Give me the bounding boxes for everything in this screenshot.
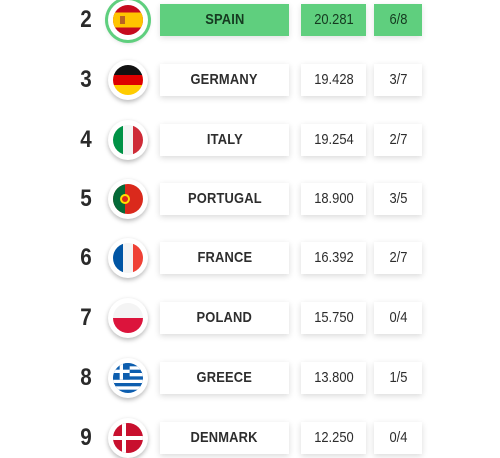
points-value: 18.900 xyxy=(301,183,366,215)
points-value: 16.392 xyxy=(301,242,366,274)
country-name: SPAIN xyxy=(160,4,289,36)
ranking-row-denmark: 9 DENMARK 12.250 0/4 xyxy=(0,418,500,458)
country-name: POLAND xyxy=(160,302,289,334)
ranking-row-portugal: 5 PORTUGAL 18.900 3/5 xyxy=(0,179,500,219)
spain-flag-icon xyxy=(108,0,148,40)
points-value: 20.281 xyxy=(301,4,366,36)
germany-flag-icon xyxy=(108,60,148,100)
ranking-row-spain: 2 SPAIN 20.281 6/8 xyxy=(0,0,500,40)
record-value: 1/5 xyxy=(374,362,422,394)
record-value: 2/7 xyxy=(374,242,422,274)
country-name: FRANCE xyxy=(160,242,289,274)
country-name: GERMANY xyxy=(160,64,289,96)
points-value: 19.428 xyxy=(301,64,366,96)
rank-number: 2 xyxy=(80,6,92,33)
rank-number: 5 xyxy=(80,185,92,212)
france-flag-icon xyxy=(108,238,148,278)
record-value: 0/4 xyxy=(374,302,422,334)
country-name: PORTUGAL xyxy=(160,183,289,215)
greece-flag-icon xyxy=(108,358,148,398)
record-value: 6/8 xyxy=(374,4,422,36)
record-value: 2/7 xyxy=(374,124,422,156)
points-value: 12.250 xyxy=(301,422,366,454)
rank-number: 6 xyxy=(80,244,92,271)
points-value: 13.800 xyxy=(301,362,366,394)
country-name: DENMARK xyxy=(160,422,289,454)
points-value: 19.254 xyxy=(301,124,366,156)
rank-number: 9 xyxy=(80,424,92,451)
rank-number: 8 xyxy=(80,364,92,391)
rank-number: 4 xyxy=(80,126,92,153)
record-value: 3/7 xyxy=(374,64,422,96)
record-value: 0/4 xyxy=(374,422,422,454)
rank-number: 3 xyxy=(80,66,92,93)
country-name: ITALY xyxy=(160,124,289,156)
ranking-row-germany: 3 GERMANY 19.428 3/7 xyxy=(0,60,500,100)
ranking-row-italy: 4 ITALY 19.254 2/7 xyxy=(0,120,500,160)
record-value: 3/5 xyxy=(374,183,422,215)
ranking-row-france: 6 FRANCE 16.392 2/7 xyxy=(0,238,500,278)
denmark-flag-icon xyxy=(108,418,148,458)
points-value: 15.750 xyxy=(301,302,366,334)
rank-number: 7 xyxy=(80,304,92,331)
ranking-row-greece: 8 GREECE 13.800 1/5 xyxy=(0,358,500,398)
ranking-row-poland: 7 POLAND 15.750 0/4 xyxy=(0,298,500,338)
portugal-flag-icon xyxy=(108,179,148,219)
poland-flag-icon xyxy=(108,298,148,338)
country-name: GREECE xyxy=(160,362,289,394)
italy-flag-icon xyxy=(108,120,148,160)
